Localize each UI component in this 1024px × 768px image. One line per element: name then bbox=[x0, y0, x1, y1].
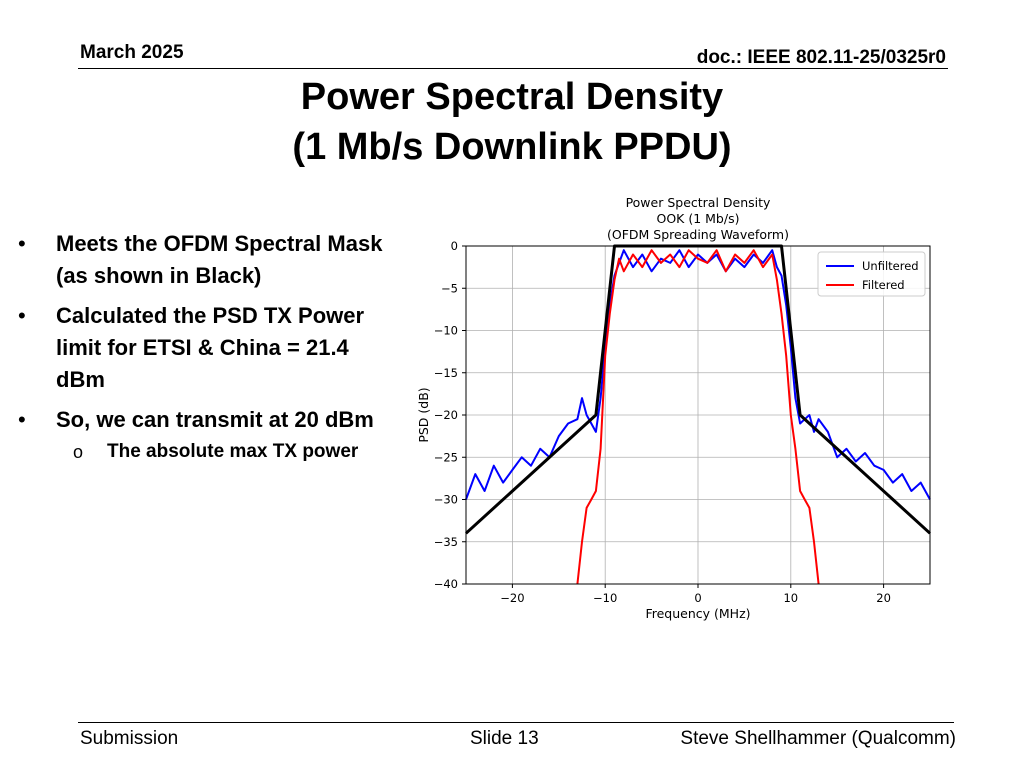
y-tick-label: −10 bbox=[434, 324, 458, 338]
footer-submission: Submission bbox=[80, 728, 179, 749]
legend-label: Unfiltered bbox=[862, 259, 919, 273]
bullet-item: • Meets the OFDM Spectral Mask (as shown… bbox=[18, 228, 398, 292]
bullet-text: Calculated the PSD TX Power limit for ET… bbox=[56, 303, 365, 392]
series-line-unfiltered bbox=[465, 249, 931, 500]
series-line-filtered bbox=[576, 249, 820, 585]
sub-bullet-item: o The absolute max TX power bbox=[18, 438, 398, 466]
y-tick-label: −40 bbox=[434, 577, 458, 591]
header-divider bbox=[78, 68, 948, 69]
footer-author: Steve Shellhammer (Qualcomm) bbox=[680, 728, 956, 749]
x-tick-label: −10 bbox=[593, 591, 617, 605]
y-tick-label: −20 bbox=[434, 408, 458, 422]
slide-title: Power Spectral Density (1 Mb/s Downlink … bbox=[0, 72, 1024, 172]
footer-divider bbox=[78, 722, 954, 723]
header-date: March 2025 bbox=[80, 42, 184, 63]
bullet-glyph: • bbox=[18, 231, 26, 256]
legend-label: Filtered bbox=[862, 278, 905, 292]
bullet-glyph: • bbox=[18, 407, 26, 432]
bullet-item: • Calculated the PSD TX Power limit for … bbox=[18, 300, 398, 396]
y-tick-label: −5 bbox=[441, 281, 458, 295]
y-tick-label: 0 bbox=[451, 239, 458, 253]
bullet-text: Meets the OFDM Spectral Mask (as shown i… bbox=[56, 231, 383, 288]
bullet-item: • So, we can transmit at 20 dBm bbox=[18, 404, 398, 436]
bullet-list: • Meets the OFDM Spectral Mask (as shown… bbox=[18, 228, 398, 466]
x-tick-label: 0 bbox=[694, 591, 701, 605]
x-tick-label: −20 bbox=[500, 591, 524, 605]
y-axis-label: PSD (dB) bbox=[416, 387, 431, 442]
slide-title-line-1: Power Spectral Density bbox=[300, 76, 724, 118]
x-axis-label: Frequency (MHz) bbox=[645, 606, 750, 621]
y-tick-label: −30 bbox=[434, 493, 458, 507]
footer-slide-number: Slide 13 bbox=[470, 728, 539, 749]
sub-bullet-text: The absolute max TX power bbox=[107, 441, 359, 462]
chart-title-line: OOK (1 Mb/s) bbox=[657, 211, 740, 226]
header-doc-id: doc.: IEEE 802.11-25/0325r0 bbox=[696, 47, 946, 68]
x-tick-label: 10 bbox=[783, 591, 798, 605]
chart-title-line: Power Spectral Density bbox=[626, 195, 771, 210]
y-tick-label: −35 bbox=[434, 535, 458, 549]
chart-title-line: (OFDM Spreading Waveform) bbox=[607, 227, 789, 242]
sub-bullet-glyph: o bbox=[73, 442, 84, 462]
y-tick-label: −15 bbox=[434, 366, 458, 380]
x-tick-label: 20 bbox=[876, 591, 891, 605]
bullet-glyph: • bbox=[18, 303, 26, 328]
y-tick-label: −25 bbox=[434, 450, 458, 464]
bullet-text: So, we can transmit at 20 dBm bbox=[56, 407, 374, 432]
slide-title-line-2: (1 Mb/s Downlink PPDU) bbox=[292, 126, 732, 168]
